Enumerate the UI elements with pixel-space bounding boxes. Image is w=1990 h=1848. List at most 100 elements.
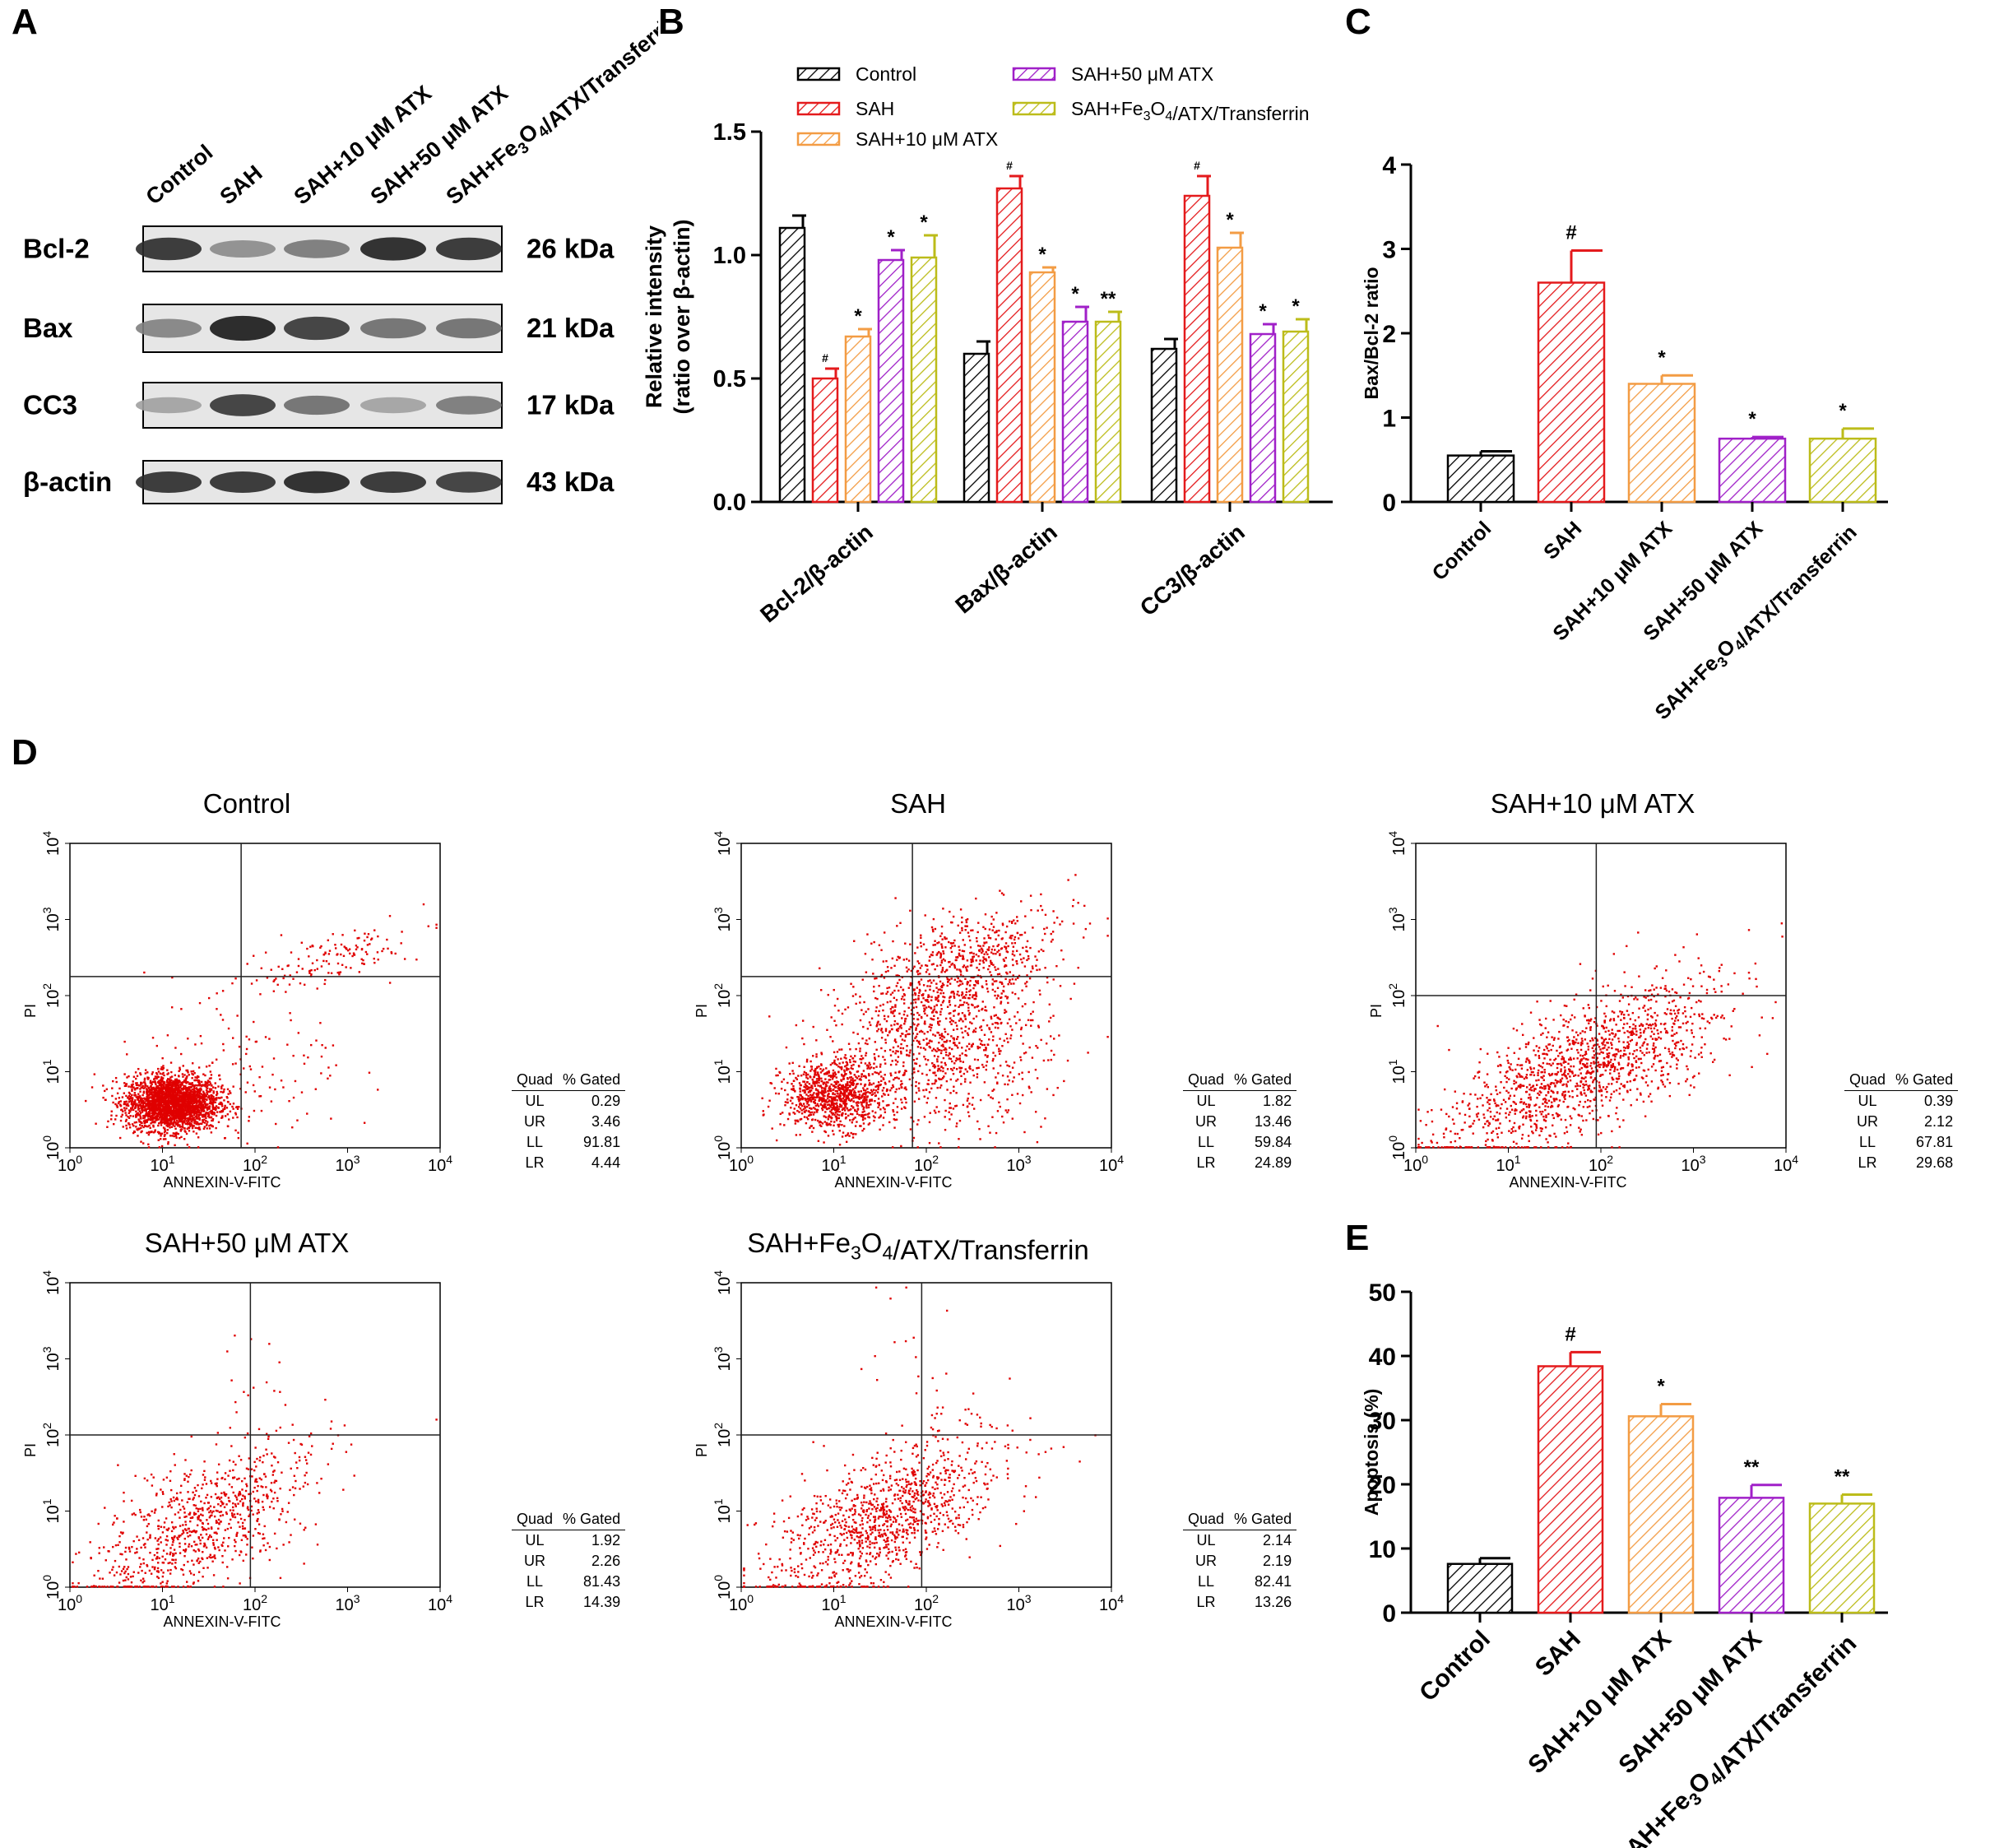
event-dot [839,1120,842,1123]
event-dot [923,1004,926,1007]
event-dot [902,1013,906,1016]
event-dot [843,1102,847,1105]
event-dot [202,1101,205,1103]
event-dot [958,1004,962,1006]
event-dot [163,1110,165,1112]
event-dot [833,1051,836,1054]
event-dot [214,1082,216,1084]
event-dot [137,1084,140,1087]
event-dot [171,1105,174,1107]
event-dot [202,1098,206,1102]
legend-label: Control [856,63,916,85]
event-dot [160,1107,162,1109]
event-dot [214,1107,217,1109]
event-dot [143,1124,146,1127]
event-dot [829,1089,833,1093]
event-dot [877,1084,879,1087]
event-dot [131,1101,133,1104]
lane-label: SAH+50 μM ATX [366,81,513,210]
event-dot [848,1135,851,1137]
event-dot [146,1103,149,1105]
event-dot [972,1074,975,1077]
event-dot [125,1104,128,1107]
event-dot [915,1035,918,1038]
event-dot [884,1029,888,1033]
event-dot [829,1106,833,1108]
event-dot [898,1027,900,1030]
event-dot [125,1124,128,1127]
event-dot [1024,982,1027,985]
event-dot [965,987,968,991]
event-dot [933,1066,936,1069]
event-dot [865,1089,867,1092]
event-dot [161,1104,164,1107]
event-dot [964,996,967,1000]
event-dot [179,1098,181,1100]
event-dot [853,1074,856,1076]
event-dot [160,1089,162,1092]
event-dot [974,1030,977,1033]
event-dot [191,1072,193,1075]
event-dot [801,1097,805,1099]
event-dot [916,1046,920,1048]
event-dot [169,1088,173,1091]
event-dot [175,1080,179,1084]
event-dot [341,963,344,966]
event-dot [194,1043,197,1046]
event-dot [151,1093,153,1096]
event-dot [810,1068,814,1070]
event-dot [932,1065,935,1068]
event-dot [877,1028,880,1031]
event-dot [865,1098,867,1101]
event-dot [834,1056,837,1058]
event-dot [838,1094,841,1097]
event-dot [845,1084,847,1087]
event-dot [932,1009,935,1012]
event-dot [813,1075,816,1078]
event-dot [112,1101,114,1104]
event-dot [868,1122,871,1125]
event-dot [234,1129,237,1132]
event-dot [870,1083,873,1086]
event-dot [190,1123,193,1126]
event-dot [181,1125,184,1127]
event-dot [215,1107,217,1110]
event-dot [791,1061,794,1065]
event-dot [148,1118,151,1121]
event-dot [869,1067,871,1070]
event-dot [861,1093,864,1096]
event-dot [154,1089,157,1092]
event-dot [837,1114,841,1117]
event-dot [838,1088,842,1090]
event-dot [799,1093,801,1096]
event-dot [823,1103,826,1106]
event-dot [219,1078,221,1080]
event-dot [207,1080,211,1083]
event-dot [182,1114,185,1117]
event-dot [245,1052,248,1056]
event-dot [1009,971,1011,973]
event-dot [807,1094,809,1098]
event-dot [253,954,255,957]
event-dot [165,1089,167,1092]
event-dot [199,1095,202,1098]
event-dot [141,1098,144,1100]
event-dot [988,1027,990,1029]
event-dot [963,1080,967,1083]
event-dot [167,1118,169,1121]
x-tick-label: Bax/β-actin [950,519,1062,619]
event-dot [177,1103,179,1107]
event-dot [844,1073,847,1076]
event-dot [834,1098,837,1101]
event-dot [942,1070,944,1073]
event-dot [319,1022,322,1024]
event-dot [803,1091,806,1094]
event-dot [879,1084,882,1086]
event-dot [818,1096,821,1098]
event-dot [871,1090,874,1093]
event-dot [316,968,319,970]
event-dot [836,1108,838,1112]
event-dot [800,1096,804,1098]
event-dot [181,1114,183,1117]
event-dot [812,1025,814,1028]
